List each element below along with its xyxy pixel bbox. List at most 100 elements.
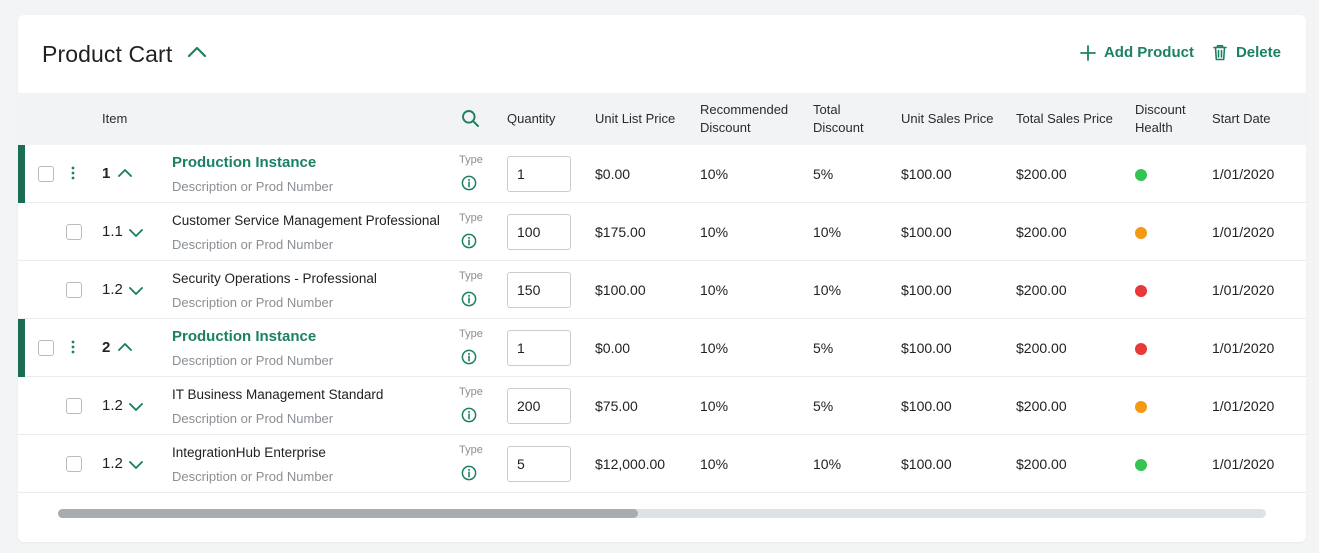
row-checkbox[interactable] [66,398,82,414]
delete-label: Delete [1235,44,1281,61]
chevron-down-icon[interactable] [128,284,144,302]
unit-sales-price: $100.00 [901,224,952,240]
quantity-input[interactable] [507,156,571,192]
discount-health-dot [1135,285,1147,297]
start-date: 1/01/2020 [1212,340,1275,356]
row-checkbox[interactable] [38,166,54,182]
unit-list-price: $175.00 [595,224,646,240]
search-icon[interactable] [461,109,480,133]
table-row: 2 Production Instance Description or Prod … [18,319,1306,377]
unit-list-price: $75.00 [595,398,638,414]
chevron-down-icon[interactable] [128,400,144,418]
unit-list-price: $0.00 [595,166,631,182]
chevron-down-icon[interactable] [128,226,144,244]
scrollbar-thumb[interactable] [58,509,638,518]
item-name: IT Business Management Standard [172,387,384,402]
page-title: Product Cart [42,41,173,67]
row-number: 2 [102,339,111,356]
row-number: 1.2 [102,281,123,298]
item-description: Description or Prod Number [172,179,334,194]
table-row: 1 Production Instance Description or Prod … [18,145,1306,203]
horizontal-scrollbar[interactable] [58,509,1266,518]
info-icon[interactable] [461,233,477,254]
quantity-input[interactable] [507,272,571,308]
info-icon[interactable] [461,465,477,486]
quantity-input[interactable] [507,330,571,366]
item-name[interactable]: Production Instance [172,154,317,171]
chevron-down-icon[interactable] [128,458,144,476]
quantity-input[interactable] [507,446,571,482]
item-name: IntegrationHub Enterprise [172,445,326,460]
quantity-input[interactable] [507,214,571,250]
start-date: 1/01/2020 [1212,166,1275,182]
table-row: 1.1 Customer Service Management Professio… [18,203,1306,261]
item-description: Description or Prod Number [172,237,334,252]
total-discount: 5% [813,166,834,182]
type-label: Type [459,270,483,282]
total-discount: 10% [813,224,842,240]
col-discount-health-line2: Health [1135,120,1173,135]
col-total-sales-price[interactable]: Total Sales Price [1016,111,1113,126]
unit-list-price: $12,000.00 [595,456,666,472]
info-icon[interactable] [461,349,477,370]
table-row: 1.2 Security Operations - Professional Des… [18,261,1306,319]
more-options-icon[interactable] [71,340,75,359]
item-description: Description or Prod Number [172,353,334,368]
discount-health-dot [1135,227,1147,239]
start-date: 1/01/2020 [1212,224,1275,240]
col-item[interactable]: Item [102,111,128,126]
recommended-discount: 10% [700,398,729,414]
total-discount: 10% [813,282,842,298]
trash-icon [1212,44,1228,61]
unit-sales-price: $100.00 [901,282,952,298]
row-checkbox[interactable] [66,282,82,298]
start-date: 1/01/2020 [1212,456,1275,472]
type-label: Type [459,444,483,456]
more-options-icon[interactable] [71,166,75,185]
col-total-discount[interactable]: Total Discount [813,101,864,137]
col-total-discount-line1: Total [813,102,841,117]
add-product-button[interactable]: Add Product [1080,44,1194,61]
total-sales-price: $200.00 [1016,456,1067,472]
total-sales-price: $200.00 [1016,398,1067,414]
item-description: Description or Prod Number [172,295,334,310]
info-icon[interactable] [461,175,477,196]
col-discount-health[interactable]: Discount Health [1135,101,1186,137]
info-icon[interactable] [461,291,477,312]
col-recommended-discount[interactable]: Recommended Discount [700,101,788,137]
discount-health-dot [1135,169,1147,181]
col-unit-list-price[interactable]: Unit List Price [595,111,676,126]
total-sales-price: $200.00 [1016,224,1067,240]
item-description: Description or Prod Number [172,469,334,484]
delete-button[interactable]: Delete [1212,44,1281,61]
col-start-date[interactable]: Start Date [1212,111,1271,126]
unit-list-price: $100.00 [595,282,646,298]
discount-health-dot [1135,401,1147,413]
recommended-discount: 10% [700,224,729,240]
chevron-up-icon[interactable] [117,340,133,358]
chevron-up-icon[interactable] [117,166,133,184]
type-label: Type [459,328,483,340]
discount-health-dot [1135,343,1147,355]
row-checkbox[interactable] [66,456,82,472]
product-table: Item Quantity Unit List Price Recommende… [18,93,1306,493]
recommended-discount: 10% [700,456,729,472]
start-date: 1/01/2020 [1212,398,1275,414]
plus-icon [1080,44,1096,61]
row-number: 1.2 [102,455,123,472]
col-total-discount-line2: Discount [813,120,864,135]
quantity-input[interactable] [507,388,571,424]
type-label: Type [459,386,483,398]
col-discount-health-line1: Discount [1135,102,1186,117]
table-row: 1.2 IT Business Management Standard Descri… [18,377,1306,435]
col-quantity[interactable]: Quantity [507,111,556,126]
col-unit-sales-price[interactable]: Unit Sales Price [901,111,994,126]
item-name: Security Operations - Professional [172,271,377,286]
row-checkbox[interactable] [66,224,82,240]
collapse-chevron-up-icon[interactable] [186,41,208,63]
item-name[interactable]: Production Instance [172,328,317,345]
recommended-discount: 10% [700,282,729,298]
row-checkbox[interactable] [38,340,54,356]
info-icon[interactable] [461,407,477,428]
total-discount: 10% [813,456,842,472]
